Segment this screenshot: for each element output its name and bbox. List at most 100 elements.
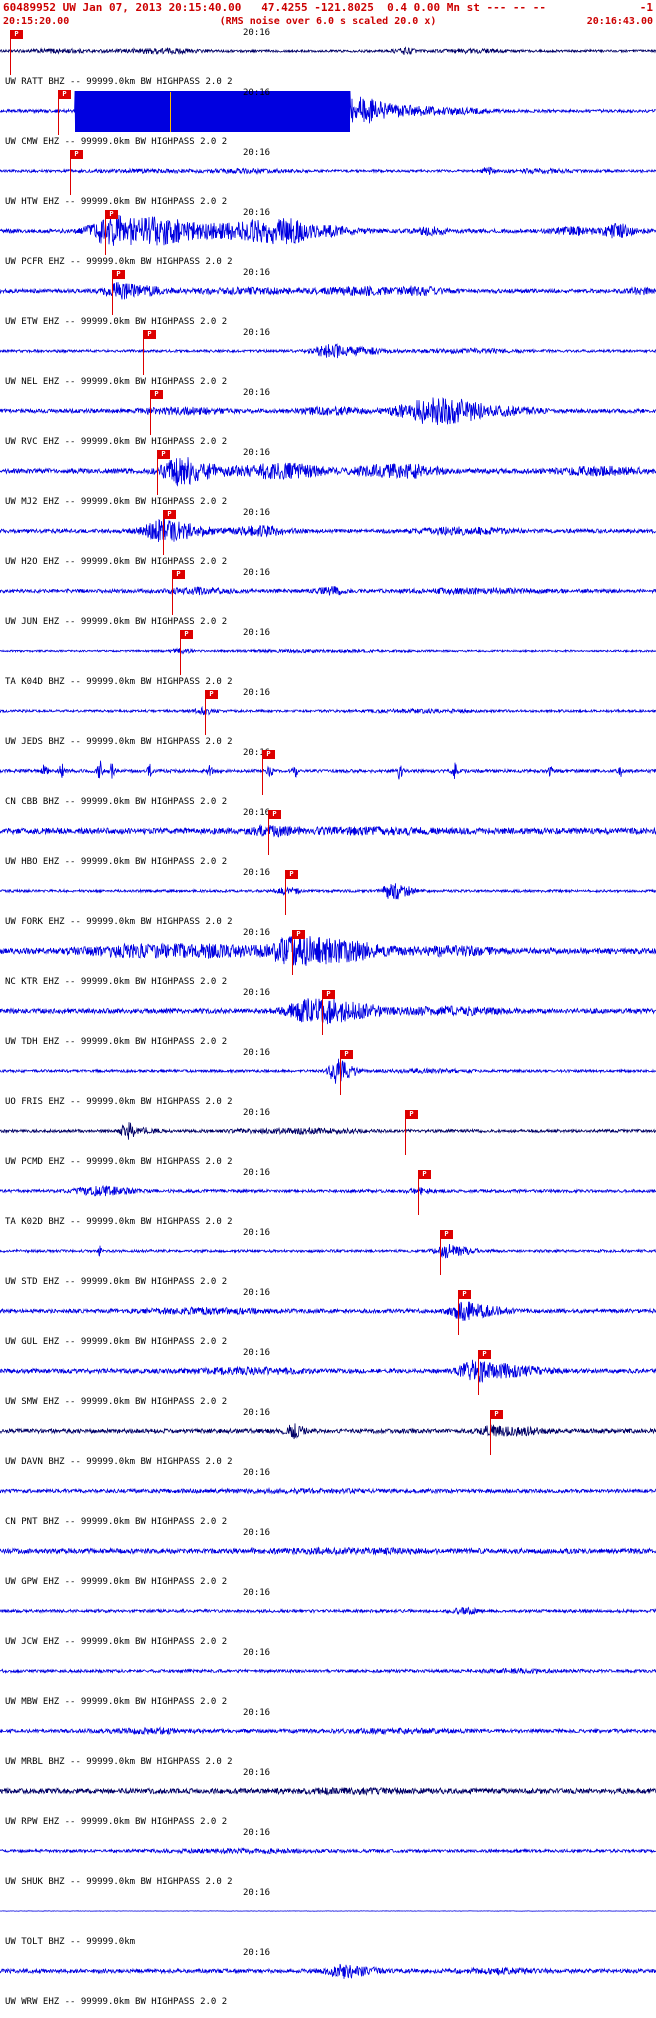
- waveform[interactable]: [0, 1228, 656, 1275]
- trace-row[interactable]: 20:16 P UW H2O EHZ -- 99999.0km BW HIGHP…: [0, 508, 656, 568]
- p-pick-flag[interactable]: P: [112, 270, 125, 279]
- waveform[interactable]: [0, 808, 656, 855]
- trace-row[interactable]: 20:16 P UW JUN EHZ -- 99999.0km BW HIGHP…: [0, 568, 656, 628]
- waveform[interactable]: [0, 1828, 656, 1875]
- p-pick-flag[interactable]: P: [490, 1410, 503, 1419]
- p-pick-flag[interactable]: P: [340, 1050, 353, 1059]
- p-pick-flag[interactable]: P: [405, 1110, 418, 1119]
- trace-row[interactable]: 20:16 P UW PCMD EHZ -- 99999.0km BW HIGH…: [0, 1108, 656, 1168]
- trace-row[interactable]: 20:16 UW MBW EHZ -- 99999.0km BW HIGHPAS…: [0, 1648, 656, 1708]
- waveform[interactable]: [0, 1588, 656, 1635]
- p-pick-flag[interactable]: P: [180, 630, 193, 639]
- waveform[interactable]: [0, 328, 656, 375]
- trace-label: UO FRIS EHZ -- 99999.0km BW HIGHPASS 2.0…: [5, 1097, 233, 1107]
- waveform[interactable]: [0, 508, 656, 555]
- waveform-path: [0, 998, 656, 1025]
- p-pick-flag[interactable]: P: [163, 510, 176, 519]
- waveform[interactable]: [0, 748, 656, 795]
- p-pick-flag[interactable]: P: [285, 870, 298, 879]
- trace-row[interactable]: 20:16 P UW MJ2 EHZ -- 99999.0km BW HIGHP…: [0, 448, 656, 508]
- p-pick-flag[interactable]: P: [292, 930, 305, 939]
- trace-row[interactable]: 20:16 UW SHUK BHZ -- 99999.0km BW HIGHPA…: [0, 1828, 656, 1888]
- p-pick-flag[interactable]: P: [322, 990, 335, 999]
- p-pick-flag[interactable]: P: [58, 90, 71, 99]
- event-header: 60489952 UW Jan 07, 2013 20:15:40.00 47.…: [0, 0, 656, 15]
- trace-label: UW JEDS BHZ -- 99999.0km BW HIGHPASS 2.0…: [5, 737, 233, 747]
- trace-row[interactable]: 20:16 UW MRBL BHZ -- 99999.0km BW HIGHPA…: [0, 1708, 656, 1768]
- waveform[interactable]: [0, 568, 656, 615]
- trace-row[interactable]: 20:16 P UW STD EHZ -- 99999.0km BW HIGHP…: [0, 1228, 656, 1288]
- waveform[interactable]: [0, 268, 656, 315]
- waveform[interactable]: [0, 1348, 656, 1395]
- p-pick-flag[interactable]: P: [143, 330, 156, 339]
- waveform[interactable]: [0, 208, 656, 255]
- waveform[interactable]: [0, 1108, 656, 1155]
- waveform[interactable]: [0, 28, 656, 75]
- trace-row[interactable]: 20:16 UW TOLT BHZ -- 99999.0km: [0, 1888, 656, 1948]
- trace-row[interactable]: 20:16 P UW RVC EHZ -- 99999.0km BW HIGHP…: [0, 388, 656, 448]
- trace-row[interactable]: 20:16 P UW CMW EHZ -- 99999.0km BW HIGHP…: [0, 88, 656, 148]
- trace-row[interactable]: 20:16 UW GPW EHZ -- 99999.0km BW HIGHPAS…: [0, 1528, 656, 1588]
- waveform-path: [0, 1184, 656, 1197]
- p-pick-flag[interactable]: P: [205, 690, 218, 699]
- trace-row[interactable]: 20:16 P NC KTR EHZ -- 99999.0km BW HIGHP…: [0, 928, 656, 988]
- waveform[interactable]: [0, 1048, 656, 1095]
- waveform[interactable]: [0, 1768, 656, 1815]
- waveform[interactable]: [0, 1708, 656, 1755]
- trace-row[interactable]: 20:16 P UW NEL EHZ -- 99999.0km BW HIGHP…: [0, 328, 656, 388]
- trace-row[interactable]: 20:16 P TA K02D BHZ -- 99999.0km BW HIGH…: [0, 1168, 656, 1228]
- waveform[interactable]: [0, 988, 656, 1035]
- waveform[interactable]: [0, 1888, 656, 1935]
- waveform[interactable]: [0, 1648, 656, 1695]
- minute-tick-label: 20:16: [243, 448, 271, 458]
- trace-row[interactable]: 20:16 P TA K04D BHZ -- 99999.0km BW HIGH…: [0, 628, 656, 688]
- p-pick-flag[interactable]: P: [105, 210, 118, 219]
- p-pick-flag[interactable]: P: [440, 1230, 453, 1239]
- p-pick-flag[interactable]: P: [157, 450, 170, 459]
- p-pick-flag[interactable]: P: [10, 30, 23, 39]
- waveform[interactable]: [0, 1528, 656, 1575]
- waveform[interactable]: [0, 1468, 656, 1515]
- waveform[interactable]: [0, 448, 656, 495]
- trace-row[interactable]: 20:16 P UW HBO EHZ -- 99999.0km BW HIGHP…: [0, 808, 656, 868]
- waveform[interactable]: [0, 928, 656, 975]
- trace-row[interactable]: 20:16 P UW GUL EHZ -- 99999.0km BW HIGHP…: [0, 1288, 656, 1348]
- waveform[interactable]: [0, 628, 656, 675]
- trace-row[interactable]: 20:16 P UW PCFR EHZ -- 99999.0km BW HIGH…: [0, 208, 656, 268]
- trace-row[interactable]: 20:16 P UW RATT BHZ -- 99999.0km BW HIGH…: [0, 28, 656, 88]
- trace-row[interactable]: 20:16 UW RPW EHZ -- 99999.0km BW HIGHPAS…: [0, 1768, 656, 1828]
- p-pick-flag[interactable]: P: [70, 150, 83, 159]
- waveform[interactable]: [0, 1948, 656, 1995]
- waveform[interactable]: [0, 88, 656, 135]
- p-pick-flag[interactable]: P: [418, 1170, 431, 1179]
- trace-row[interactable]: 20:16 P UW ETW EHZ -- 99999.0km BW HIGHP…: [0, 268, 656, 328]
- p-pick-flag[interactable]: P: [172, 570, 185, 579]
- trace-row[interactable]: 20:16 P UW SMW EHZ -- 99999.0km BW HIGHP…: [0, 1348, 656, 1408]
- trace-row[interactable]: 20:16 UW JCW EHZ -- 99999.0km BW HIGHPAS…: [0, 1588, 656, 1648]
- p-pick-flag[interactable]: P: [262, 750, 275, 759]
- trace-row[interactable]: 20:16 CN PNT BHZ -- 99999.0km BW HIGHPAS…: [0, 1468, 656, 1528]
- p-pick-flag[interactable]: P: [268, 810, 281, 819]
- waveform[interactable]: [0, 1288, 656, 1335]
- waveform[interactable]: [0, 688, 656, 735]
- trace-row[interactable]: 20:16 P CN CBB BHZ -- 99999.0km BW HIGHP…: [0, 748, 656, 808]
- trace-row[interactable]: 20:16 P UW JEDS BHZ -- 99999.0km BW HIGH…: [0, 688, 656, 748]
- trace-label: UW JCW EHZ -- 99999.0km BW HIGHPASS 2.0 …: [5, 1637, 228, 1647]
- waveform[interactable]: [0, 388, 656, 435]
- trace-row[interactable]: 20:16 P UO FRIS EHZ -- 99999.0km BW HIGH…: [0, 1048, 656, 1108]
- trace-label: UW MJ2 EHZ -- 99999.0km BW HIGHPASS 2.0 …: [5, 497, 228, 507]
- waveform[interactable]: [0, 148, 656, 195]
- pick-line: [112, 270, 113, 315]
- p-pick-flag[interactable]: P: [478, 1350, 491, 1359]
- trace-row[interactable]: 20:16 P UW DAVN BHZ -- 99999.0km BW HIGH…: [0, 1408, 656, 1468]
- event-summary-text: 60489952 UW Jan 07, 2013 20:15:40.00 47.…: [3, 1, 547, 14]
- waveform[interactable]: [0, 868, 656, 915]
- trace-row[interactable]: 20:16 UW WRW EHZ -- 99999.0km BW HIGHPAS…: [0, 1948, 656, 2008]
- p-pick-flag[interactable]: P: [458, 1290, 471, 1299]
- trace-row[interactable]: 20:16 P UW TDH EHZ -- 99999.0km BW HIGHP…: [0, 988, 656, 1048]
- waveform[interactable]: [0, 1168, 656, 1215]
- waveform[interactable]: [0, 1408, 656, 1455]
- trace-row[interactable]: 20:16 P UW FORK EHZ -- 99999.0km BW HIGH…: [0, 868, 656, 928]
- trace-row[interactable]: 20:16 P UW HTW EHZ -- 99999.0km BW HIGHP…: [0, 148, 656, 208]
- p-pick-flag[interactable]: P: [150, 390, 163, 399]
